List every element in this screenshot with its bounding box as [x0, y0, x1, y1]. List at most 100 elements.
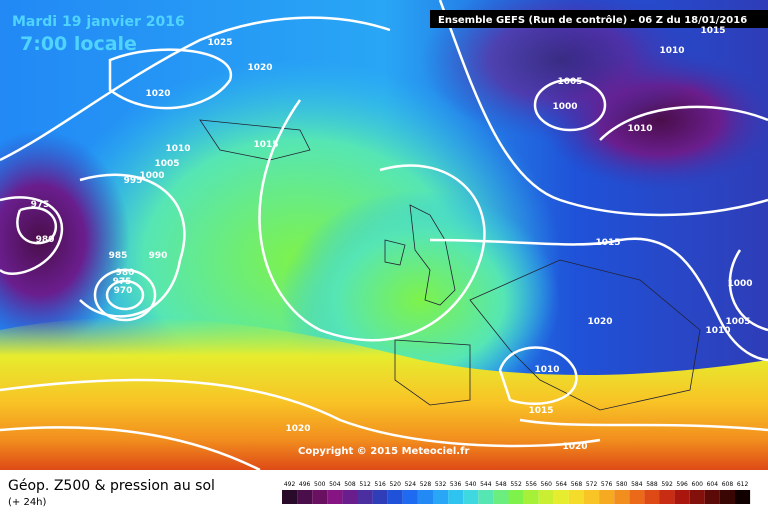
isobar-label: 985 — [109, 251, 128, 261]
isobar-label: 1020 — [247, 63, 272, 73]
legend-swatch — [538, 490, 554, 504]
legend-swatch — [282, 490, 298, 504]
legend-tick: 528 — [420, 481, 432, 488]
legend-swatch — [674, 490, 690, 504]
legend-tick: 504 — [329, 481, 341, 488]
legend-swatch — [342, 490, 358, 504]
isobar-label: 1010 — [659, 46, 684, 56]
legend-swatch — [372, 490, 388, 504]
legend-tick: 612 — [737, 481, 749, 488]
legend-swatch — [508, 490, 524, 504]
legend-swatch — [735, 490, 751, 504]
legend-swatch — [584, 490, 600, 504]
legend-swatch — [448, 490, 464, 504]
isobar-label: 980 — [116, 268, 135, 278]
isobar-label: 1000 — [727, 279, 752, 289]
isobar-label: 970 — [114, 286, 133, 296]
legend-tick: 592 — [661, 481, 673, 488]
legend-tick: 540 — [465, 481, 477, 488]
legend-tick: 496 — [299, 481, 311, 488]
isobar-label: 1015 — [595, 238, 620, 248]
isobar-label: 990 — [149, 251, 168, 261]
legend-tick: 584 — [631, 481, 643, 488]
legend-tick: 508 — [344, 481, 356, 488]
legend-swatch — [689, 490, 705, 504]
legend-tick: 600 — [692, 481, 704, 488]
legend-tick: 588 — [646, 481, 658, 488]
legend-tick: 500 — [314, 481, 326, 488]
isobar-label: 995 — [124, 176, 143, 186]
legend-tick: 552 — [510, 481, 522, 488]
legend-swatch — [357, 490, 373, 504]
isobar-label: 1020 — [145, 89, 170, 99]
date: Mardi 19 janvier 2016 — [12, 14, 185, 30]
legend-swatch — [402, 490, 418, 504]
legend-tick: 492 — [284, 481, 296, 488]
legend-tick: 568 — [571, 481, 583, 488]
legend-tick: 608 — [722, 481, 734, 488]
legend-swatch — [704, 490, 720, 504]
legend-swatch — [417, 490, 433, 504]
legend-swatch — [327, 490, 343, 504]
legend-swatch — [478, 490, 494, 504]
legend-swatch — [463, 490, 479, 504]
run-banner — [430, 10, 768, 28]
isobar-label: 1010 — [627, 124, 652, 134]
legend-tick: 548 — [495, 481, 507, 488]
legend-swatch — [387, 490, 403, 504]
legend-tick: 520 — [390, 481, 402, 488]
isobar-label: 1020 — [562, 442, 587, 452]
isobar-label: 1005 — [725, 317, 750, 327]
isobar-label: 1010 — [705, 326, 730, 336]
isobar-label: 1000 — [139, 171, 164, 181]
legend-swatch — [629, 490, 645, 504]
legend-swatch — [312, 490, 328, 504]
isobar-label: 975 — [31, 200, 50, 210]
isobar-label: 1020 — [285, 424, 310, 434]
map — [0, 0, 768, 472]
footer-title: Géop. Z500 & pression au sol — [8, 478, 215, 494]
legend-tick: 512 — [359, 481, 371, 488]
legend-tick: 516 — [374, 481, 386, 488]
legend-tick: 524 — [405, 481, 417, 488]
legend-swatch — [644, 490, 660, 504]
isobar-label: 1005 — [557, 77, 582, 87]
isobar-label: 1005 — [154, 159, 179, 169]
isobar-label: 1010 — [534, 365, 559, 375]
isobar-label: 1010 — [165, 144, 190, 154]
legend-swatch — [493, 490, 509, 504]
legend-tick: 564 — [556, 481, 568, 488]
isobar-label: 980 — [36, 235, 55, 245]
isobar-label: 1025 — [207, 38, 232, 48]
time: 7:00 locale — [20, 33, 137, 55]
legend-swatch — [614, 490, 630, 504]
legend-swatch — [523, 490, 539, 504]
legend-tick: 580 — [616, 481, 628, 488]
isobar-label: 1000 — [552, 102, 577, 112]
legend-swatch — [433, 490, 449, 504]
legend-swatch — [719, 490, 735, 504]
legend-tick: 576 — [601, 481, 613, 488]
legend-swatch — [599, 490, 615, 504]
isobar-label: 1020 — [587, 317, 612, 327]
legend-tick: 532 — [435, 481, 447, 488]
legend-tick: 604 — [707, 481, 719, 488]
legend-tick: 596 — [676, 481, 688, 488]
legend-swatch — [568, 490, 584, 504]
legend-swatch — [553, 490, 569, 504]
legend-tick: 544 — [480, 481, 492, 488]
legend-tick: 560 — [541, 481, 553, 488]
run-info: Ensemble GEFS (Run de contrôle) - 06 Z d… — [438, 14, 747, 26]
legend-tick: 572 — [586, 481, 598, 488]
legend-swatch — [297, 490, 313, 504]
footer-subtitle: (+ 24h) — [8, 497, 47, 508]
isobar-label: 1015 — [253, 140, 278, 150]
legend-tick: 536 — [450, 481, 462, 488]
isobar-label: 975 — [113, 277, 132, 287]
legend-swatch — [659, 490, 675, 504]
legend-tick: 556 — [525, 481, 537, 488]
copyright: Copyright © 2015 Meteociel.fr — [298, 446, 469, 457]
isobar-label: 1015 — [700, 26, 725, 36]
isobar-label: 1015 — [528, 406, 553, 416]
